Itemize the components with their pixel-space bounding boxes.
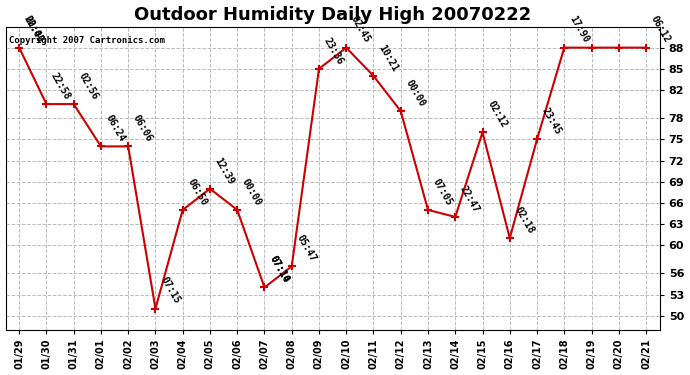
Text: 22:42: 22:42 xyxy=(22,15,46,45)
Text: 07:05: 07:05 xyxy=(431,177,454,207)
Text: 17:90: 17:90 xyxy=(567,15,591,45)
Text: 02:56: 02:56 xyxy=(77,71,100,101)
Text: 07:14: 07:14 xyxy=(267,254,290,285)
Text: 06:12: 06:12 xyxy=(649,15,672,45)
Text: 00:00: 00:00 xyxy=(404,78,427,108)
Text: 06:24: 06:24 xyxy=(104,113,127,144)
Text: 22:58: 22:58 xyxy=(49,71,72,101)
Text: 07:15: 07:15 xyxy=(158,275,181,306)
Text: 00:00: 00:00 xyxy=(240,177,264,207)
Text: 02:12: 02:12 xyxy=(485,99,509,129)
Text: 00:00: 00:00 xyxy=(22,15,46,45)
Text: 06:06: 06:06 xyxy=(131,113,155,144)
Text: 02:45: 02:45 xyxy=(349,15,373,45)
Text: 12:39: 12:39 xyxy=(213,156,236,186)
Text: 05:47: 05:47 xyxy=(295,233,318,264)
Text: 23:45: 23:45 xyxy=(540,106,563,136)
Title: Outdoor Humidity Daily High 20070222: Outdoor Humidity Daily High 20070222 xyxy=(134,6,531,24)
Text: 07:10: 07:10 xyxy=(267,254,290,285)
Text: 06:50: 06:50 xyxy=(186,177,209,207)
Text: 02:18: 02:18 xyxy=(513,205,536,236)
Text: 10:21: 10:21 xyxy=(376,43,400,73)
Text: 23:36: 23:36 xyxy=(322,36,345,66)
Text: Copyright 2007 Cartronics.com: Copyright 2007 Cartronics.com xyxy=(9,36,165,45)
Text: 22:47: 22:47 xyxy=(458,184,482,214)
